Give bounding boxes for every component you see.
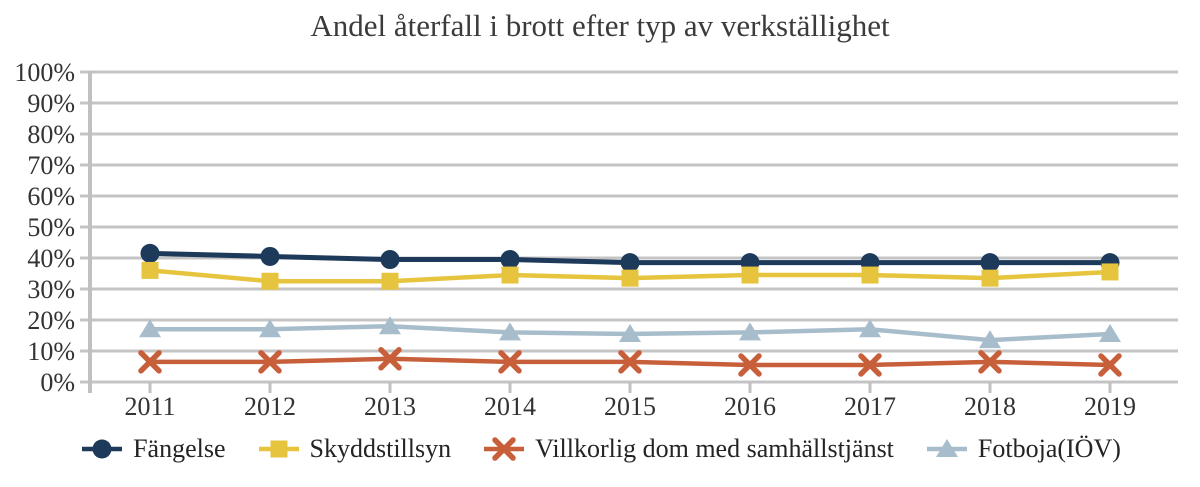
circle-legend-marker-icon xyxy=(82,439,123,459)
legend-item-fotboja-iov[interactable]: Fotboja(IÖV) xyxy=(924,434,1121,464)
x-tick-label: 2015 xyxy=(604,392,656,421)
marker-fotboja-iov-2012 xyxy=(259,319,281,338)
marker-fangelse-2011 xyxy=(140,243,160,263)
x-tick-label: 2014 xyxy=(484,392,536,421)
marker-villkorlig-dom-med-samhallstjanst-2016 xyxy=(738,353,762,377)
x-tick-label: 2012 xyxy=(244,392,296,421)
legend-marker-shape-skyddstillsyn xyxy=(270,440,288,458)
marker-villkorlig-dom-med-samhallstjanst-2014 xyxy=(498,350,522,374)
marker-fangelse-2012 xyxy=(260,246,280,266)
series-villkorlig-dom-med-samhallstjanst xyxy=(138,347,1122,377)
marker-skyddstillsyn-2012 xyxy=(261,272,279,290)
y-tick-label: 80% xyxy=(27,120,75,149)
y-tick-label: 90% xyxy=(27,89,75,118)
marker-villkorlig-dom-med-samhallstjanst-2011 xyxy=(138,350,162,374)
marker-villkorlig-dom-med-samhallstjanst-2013 xyxy=(378,347,402,371)
legend-item-villkorlig-dom-med-samhallstjanst[interactable]: Villkorlig dom med samhällstjänst xyxy=(481,434,894,464)
marker-villkorlig-dom-med-samhallstjanst-2017 xyxy=(858,353,882,377)
y-tick-label: 50% xyxy=(27,213,75,242)
y-tick-label: 20% xyxy=(27,306,75,335)
marker-skyddstillsyn-2014 xyxy=(501,266,519,284)
y-tick-label: 60% xyxy=(27,182,75,211)
x-tick-label: 2016 xyxy=(724,392,776,421)
marker-villkorlig-dom-med-samhallstjanst-2019 xyxy=(1098,353,1122,377)
legend-label-fangelse: Fängelse xyxy=(133,434,226,463)
y-tick-label: 70% xyxy=(27,151,75,180)
marker-skyddstillsyn-2017 xyxy=(861,266,879,284)
marker-fotboja-iov-2019 xyxy=(1099,323,1121,342)
triangle-legend-marker-icon xyxy=(926,439,967,457)
marker-fotboja-iov-2015 xyxy=(619,323,641,342)
x-legend-marker-icon xyxy=(484,437,525,461)
legend-marker-shape-fotboja-iov xyxy=(935,439,958,457)
marker-fotboja-iov-2013 xyxy=(379,316,401,335)
y-tick-label: 10% xyxy=(27,337,75,366)
legend-label-skyddstillsyn: Skyddstillsyn xyxy=(309,434,452,463)
y-tick-label: 0% xyxy=(40,368,75,397)
series-skyddstillsyn xyxy=(141,261,1119,290)
x-tick-label: 2017 xyxy=(844,392,896,421)
y-tick-label: 100% xyxy=(14,58,75,87)
legend-item-skyddstillsyn[interactable]: Skyddstillsyn xyxy=(256,434,452,464)
marker-fotboja-iov-2011 xyxy=(139,319,161,338)
legend-label-villkorlig-dom-med-samhallstjanst: Villkorlig dom med samhällstjänst xyxy=(535,434,894,463)
marker-skyddstillsyn-2013 xyxy=(381,272,399,290)
marker-villkorlig-dom-med-samhallstjanst-2015 xyxy=(618,350,642,374)
marker-skyddstillsyn-2011 xyxy=(141,261,159,279)
x-tick-label: 2018 xyxy=(964,392,1016,421)
legend-item-fangelse[interactable]: Fängelse xyxy=(79,434,226,464)
chart-title: Andel återfall i brott efter typ av verk… xyxy=(310,8,890,43)
y-tick-label: 40% xyxy=(27,244,75,273)
marker-fangelse-2013 xyxy=(380,250,400,270)
legend-marker-shape-fangelse xyxy=(92,439,112,459)
legend-marker-shape-villkorlig-dom-med-samhallstjanst xyxy=(492,437,516,461)
y-tick-label: 30% xyxy=(27,275,75,304)
marker-fangelse-2015 xyxy=(620,253,640,273)
marker-skyddstillsyn-2016 xyxy=(741,266,759,284)
marker-fangelse-2018 xyxy=(980,253,1000,273)
marker-fotboja-iov-2017 xyxy=(859,319,881,338)
marker-villkorlig-dom-med-samhallstjanst-2018 xyxy=(978,350,1002,374)
marker-skyddstillsyn-2019 xyxy=(1101,263,1119,281)
legend-label-fotboja-iov: Fotboja(IÖV) xyxy=(977,434,1121,463)
x-tick-label: 2013 xyxy=(364,392,416,421)
square-legend-marker-icon xyxy=(258,440,299,458)
chart-legend: Fängelse Skyddstillsyn Villkorlig dom med … xyxy=(0,434,1200,464)
marker-villkorlig-dom-med-samhallstjanst-2012 xyxy=(258,350,282,374)
marker-fotboja-iov-2018 xyxy=(979,330,1001,349)
marker-fotboja-iov-2014 xyxy=(499,322,521,341)
marker-skyddstillsyn-2018 xyxy=(981,269,999,287)
marker-skyddstillsyn-2015 xyxy=(621,269,639,287)
marker-fangelse-2014 xyxy=(500,250,520,270)
series-fangelse xyxy=(140,243,1120,273)
series-fotboja-iov xyxy=(139,316,1121,349)
x-tick-label: 2011 xyxy=(124,392,175,421)
marker-fotboja-iov-2016 xyxy=(739,322,761,341)
x-tick-label: 2019 xyxy=(1084,392,1136,421)
